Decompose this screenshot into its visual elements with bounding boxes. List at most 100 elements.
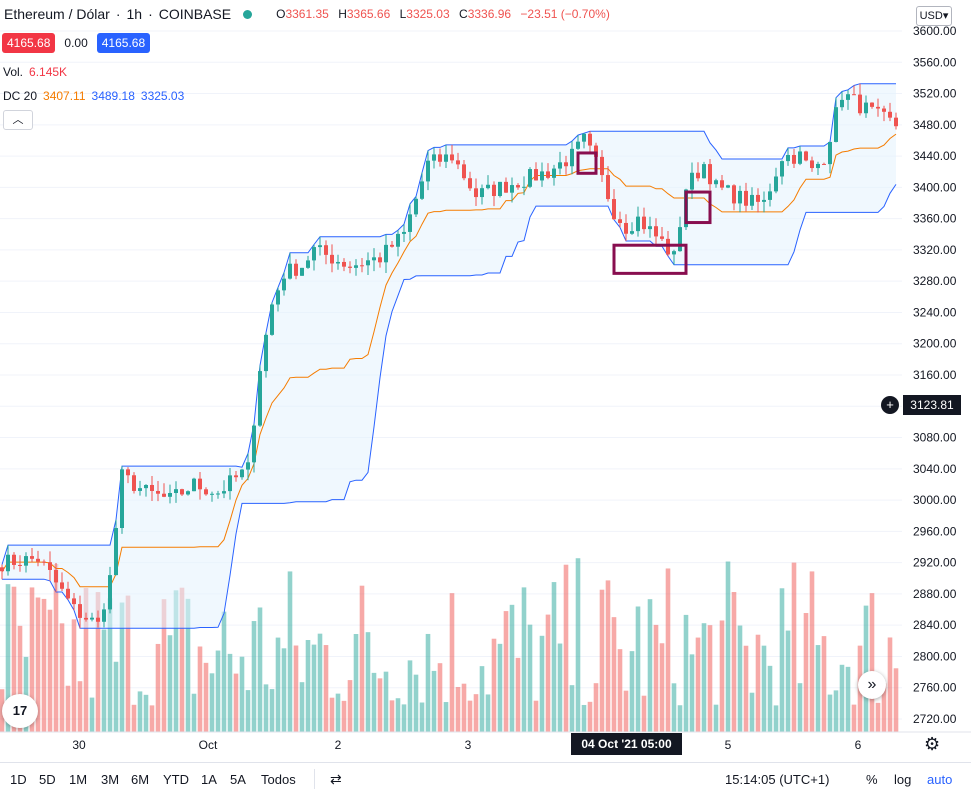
volume-bar [479,666,485,732]
volume-bar [107,598,113,732]
volume-bar [431,670,437,732]
price-tick-label: 2880.00 [913,587,957,601]
high-label: H [338,7,347,21]
volume-bar [131,704,137,732]
volume-value: 6.145K [29,65,68,79]
candle-body [756,194,760,202]
price-tick-label: 3520.00 [913,87,957,101]
range-5d-button[interactable]: 5D [39,772,56,787]
candle-body [354,265,358,268]
candle-body [126,469,130,476]
volume-bar [113,661,119,732]
volume-bar [779,588,785,732]
scroll-to-realtime-button[interactable]: » [858,671,886,699]
currency-selector[interactable]: USD▾ [916,6,952,26]
plus-icon[interactable]: + [881,396,899,414]
volume-bar [161,599,167,732]
donchian-legend[interactable]: DC 20 3407.11 3489.18 3325.03 [3,89,184,103]
volume-legend[interactable]: Vol. 6.145K [3,65,67,79]
candle-body [78,604,82,618]
candle-body [330,254,334,264]
candle-body [288,263,292,279]
volume-bar [707,625,713,732]
change-value: −23.51 (−0.70%) [520,7,610,21]
symbol-header: Ethereum / Dólar · 1h · COINBASE O3361.3… [4,6,616,22]
auto-toggle[interactable]: auto [927,772,953,787]
volume-bar [281,648,287,732]
candle-body [234,475,238,478]
range-1d-button[interactable]: 1D [10,772,27,787]
volume-bar [269,689,275,732]
volume-bar [233,673,239,732]
candle-body [834,107,838,142]
percent-toggle[interactable]: % [866,772,878,787]
volume-bar [551,582,557,732]
volume-bar [143,694,149,732]
candle-body [456,160,460,165]
volume-bar [371,672,377,732]
time-tick-label: 3 [465,738,472,752]
candle-body [480,188,484,198]
candle-body [870,102,874,107]
symbol-name[interactable]: Ethereum / Dólar [4,6,110,22]
candle-body [30,556,34,559]
volume-bar [881,683,887,732]
open-label: O [276,7,286,21]
volume-bar [377,678,383,732]
buy-price-button[interactable]: 4165.68 [96,33,151,53]
candle-body [858,94,862,114]
range-ytd-button[interactable]: YTD [163,772,189,787]
range-all-button[interactable]: Todos [261,772,296,787]
price-tick-label: 2920.00 [913,556,957,570]
price-chart[interactable]: 2720.00 2760.00 2800.00 2840.00 2880.00 2920.… [0,0,971,762]
candle-body [882,108,886,112]
candle-body [336,261,340,264]
candle-body [618,219,622,223]
candle-body [282,278,286,291]
volume-bar [725,561,731,732]
price-tick-label: 2960.00 [913,524,957,538]
volume-bar [755,634,761,732]
crosshair-price-label: 3123.81 [903,395,961,415]
candle-body [42,561,46,563]
volume-bar [257,607,263,732]
candle-body [894,117,898,127]
range-1m-button[interactable]: 1M [69,772,88,787]
range-1a-button[interactable]: 1A [201,772,217,787]
volume-bar [185,598,191,732]
candle-body [636,216,640,232]
range-3m-button[interactable]: 3M [101,772,120,787]
candle-body [162,493,166,497]
candle-body [492,184,496,197]
candle-body [852,94,856,96]
interval[interactable]: 1h [126,6,143,22]
calendar-range-icon[interactable]: ⇄ [330,771,342,787]
sell-price-button[interactable]: 4165.68 [2,33,56,53]
price-tick-label: 3560.00 [913,55,957,69]
volume-bar [833,690,839,732]
candle-body [828,141,832,165]
candle-body [186,491,190,495]
volume-bar [839,664,845,732]
volume-bar [245,690,251,732]
log-toggle[interactable]: log [894,772,912,787]
range-5a-button[interactable]: 5A [230,772,246,787]
candle-body [576,141,580,149]
candle-body [822,163,826,165]
volume-bar [359,585,365,732]
volume-bar [395,698,401,732]
candle-body [546,171,550,178]
volume-bar [35,597,41,732]
currency-label: USD [919,10,943,22]
clock-timezone[interactable]: 15:14:05 (UTC+1) [725,772,830,787]
close-value: 3336.96 [467,7,512,21]
candle-body [540,171,544,181]
tradingview-logo-icon[interactable]: 17 [2,694,38,728]
chevron-up-icon[interactable]: ︿ [3,110,33,130]
gear-icon[interactable]: ⚙ [924,734,941,754]
volume-bar [197,646,203,732]
candle-body [348,266,352,268]
ohlc-values: O3361.35 H3365.66 L3325.03 C3336.96 −23.… [276,7,616,21]
candles [0,83,898,629]
range-6m-button[interactable]: 6M [131,772,150,787]
